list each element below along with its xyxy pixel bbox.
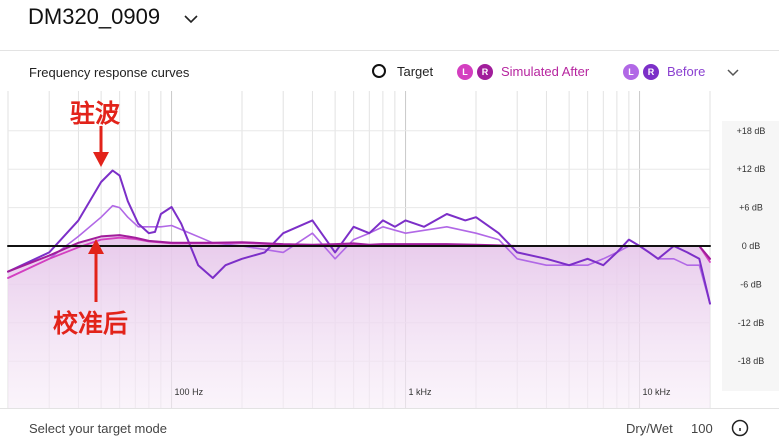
chevron-down-icon[interactable] (181, 9, 201, 29)
series-line-before-right (7, 169, 711, 305)
title-bar: DM320_0909 (0, 0, 779, 50)
divider (0, 408, 779, 409)
x-tick-label: 10 kHz (643, 387, 672, 397)
y-tick-label: +6 dB (739, 203, 763, 213)
y-axis-panel (722, 121, 779, 391)
response-area-fill (8, 235, 710, 408)
y-tick-label: 0 dB (742, 241, 761, 251)
preset-title[interactable]: DM320_0909 (28, 4, 161, 29)
legend-target-label: Target (397, 64, 434, 79)
target-mode-selector[interactable]: Select your target mode (29, 421, 168, 436)
y-tick-label: +18 dB (737, 126, 766, 136)
dial-icon[interactable] (731, 419, 749, 437)
legend-before-label: Before (667, 64, 706, 79)
y-tick-label: -12 dB (738, 318, 765, 328)
annotation-resonance: 驻波 (70, 99, 121, 128)
drywet-label: Dry/Wet (626, 421, 673, 436)
y-tick-label: -6 dB (740, 279, 762, 289)
y-tick-label: -18 dB (738, 356, 765, 366)
target-circle-icon (372, 64, 386, 78)
x-tick-label: 100 Hz (175, 387, 204, 397)
badge-left-after[interactable]: L (457, 64, 473, 80)
section-header: Frequency response curves Target L R Sim… (0, 51, 779, 91)
frequency-response-chart[interactable]: 100 Hz 1 kHz 10 kHz +18 dB +12 dB +6 dB 0 dB -… (0, 91, 779, 408)
chevron-down-icon[interactable] (725, 65, 741, 81)
badge-left-before[interactable]: L (623, 64, 639, 80)
badge-right-after[interactable]: R (477, 64, 493, 80)
drywet-value[interactable]: 100 (691, 421, 713, 436)
section-title: Frequency response curves (29, 65, 190, 80)
legend-after-label: Simulated After (501, 64, 590, 79)
y-tick-label: +12 dB (737, 164, 766, 174)
x-tick-label: 1 kHz (409, 387, 433, 397)
annotation-calibrated: 校准后 (53, 309, 129, 338)
badge-right-before[interactable]: R (643, 64, 659, 80)
divider (0, 50, 779, 51)
